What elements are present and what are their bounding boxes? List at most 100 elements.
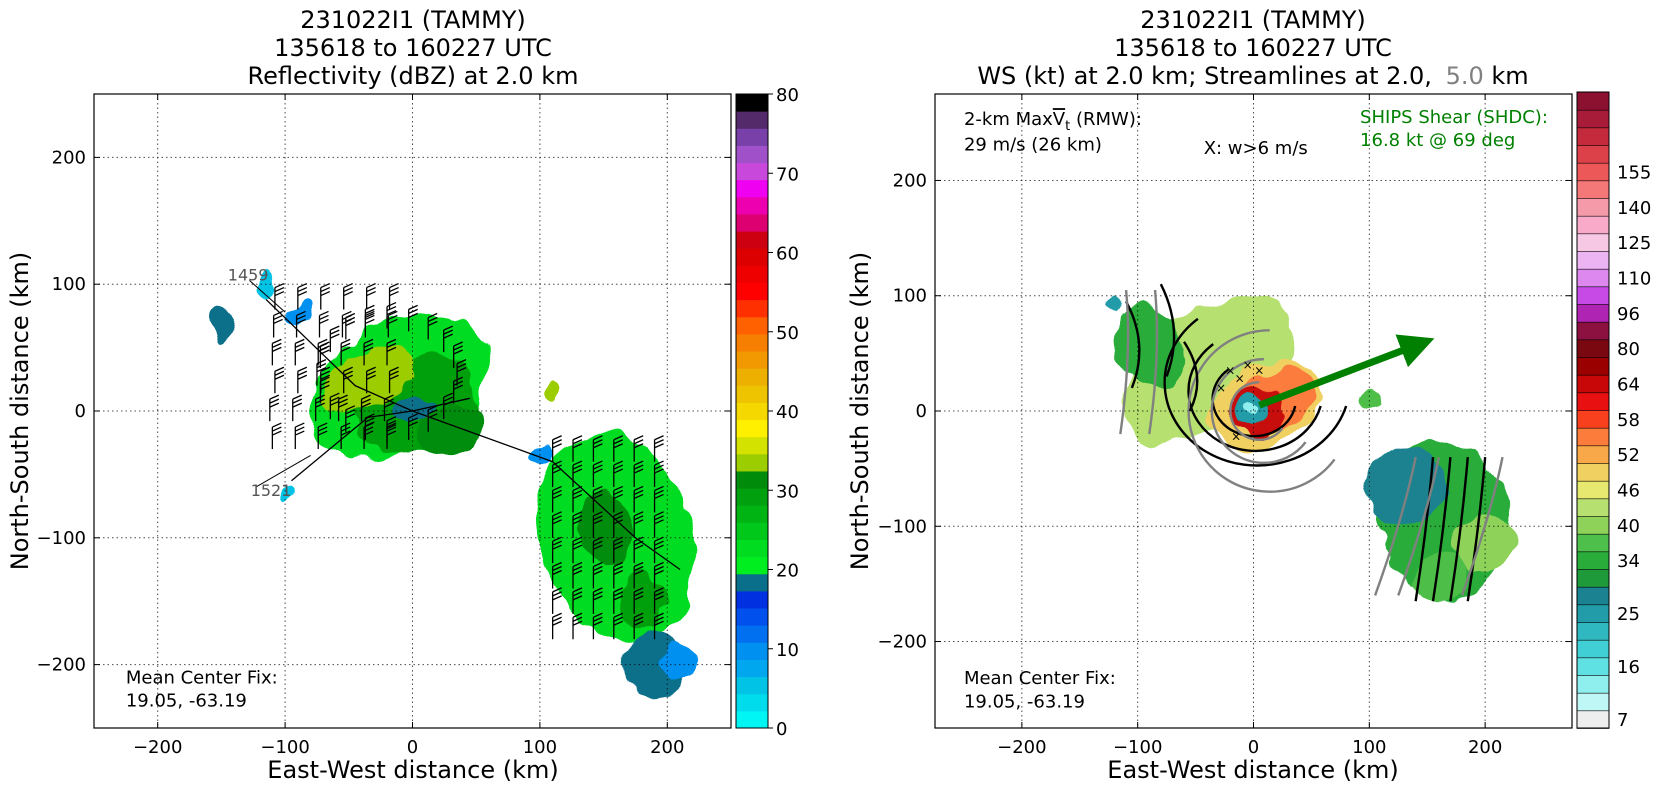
colorbar-swatch (1576, 303, 1610, 323)
colorbar-label: 60 (776, 244, 799, 265)
barb-flag (295, 342, 305, 348)
wind-barb (592, 511, 603, 538)
wind-barb (365, 282, 376, 310)
wind-barb (386, 338, 397, 366)
wind-barb (386, 301, 397, 329)
colorbar-swatch (736, 470, 768, 489)
echo-blob (1112, 304, 1186, 391)
barb-flag (340, 338, 351, 344)
wind-barb (388, 366, 399, 394)
streamline-5km-band (1397, 456, 1440, 596)
barb-flag (593, 435, 603, 441)
barb-flag (317, 430, 328, 436)
wind-barb (340, 338, 351, 366)
colorbar-swatch (1576, 427, 1610, 447)
barb-flag (552, 515, 562, 521)
barb-flag (633, 591, 644, 597)
updraft-marker: × (1225, 364, 1235, 378)
barb-flag (365, 417, 375, 423)
barb-flag (552, 587, 562, 593)
wind-barb (387, 310, 398, 338)
wind-barb (572, 612, 583, 640)
barb-flag (593, 460, 603, 466)
barb-flag (408, 421, 418, 427)
wind-barb (315, 394, 325, 422)
barb-flag (552, 511, 562, 517)
wind-barb (653, 485, 664, 513)
wind-barb (633, 612, 644, 640)
barb-flag (633, 616, 644, 622)
left-title-line2: 135618 to 160227 UTC (274, 34, 552, 62)
wind-barb (340, 422, 351, 450)
barb-flag (633, 489, 644, 496)
echo-blob (618, 573, 665, 629)
echo-blob (1450, 514, 1520, 573)
streamline-2km-outer (1183, 341, 1199, 412)
wind-barb (633, 460, 644, 488)
wind-barb (613, 561, 624, 589)
barb-flag (613, 464, 624, 470)
colorbar-swatch (736, 162, 768, 181)
colorbar-label: 70 (776, 164, 799, 185)
barb-flag (320, 282, 331, 289)
barb-flag (654, 460, 664, 466)
barb-flag (552, 561, 562, 568)
barb-flag (593, 569, 603, 576)
colorbar-swatch (1576, 515, 1610, 535)
colorbar-label: 16 (1617, 657, 1640, 678)
barb-flag (315, 394, 325, 400)
colorbar-label: 80 (776, 85, 799, 106)
y-tick-label: 200 (52, 147, 86, 168)
barb-flag (552, 565, 562, 572)
colorbar-swatch (736, 402, 768, 421)
colorbar-label: 10 (776, 640, 799, 661)
barb-flag (408, 308, 418, 314)
streamline-5km-outer (1148, 289, 1159, 435)
barb-flag (273, 318, 283, 325)
wind-barb (297, 366, 308, 394)
y-tick-label: −200 (878, 632, 927, 653)
barb-flag (633, 612, 644, 618)
barb-flag (315, 402, 325, 408)
barb-flag (317, 422, 328, 428)
barb-flag (273, 310, 283, 317)
colorbar-label: 96 (1617, 304, 1640, 325)
wind-barb (343, 282, 353, 310)
barb-flag (272, 342, 282, 348)
colorbar-swatch (736, 282, 768, 301)
right-ylabel: North-South distance (km) (846, 252, 874, 571)
colorbar-swatch (1576, 657, 1610, 676)
streamline-5km-band (1373, 456, 1417, 596)
barb-flag (408, 413, 418, 419)
barb-flag (552, 464, 562, 470)
barb-flag (633, 443, 644, 449)
colorbar-label: 155 (1617, 163, 1651, 184)
wind-barb (364, 310, 375, 338)
wind-barb (388, 282, 399, 310)
barb-flag (274, 370, 285, 376)
barb-flag (269, 398, 280, 404)
wind-barb (329, 392, 340, 420)
barb-flag (317, 346, 328, 352)
wind-barb (653, 612, 664, 640)
wind-barb (551, 612, 562, 640)
wind-barb (408, 413, 418, 440)
center-fix-text: Mean Center Fix: (126, 668, 278, 689)
barb-flag (330, 392, 340, 398)
barb-flag (593, 612, 603, 618)
colorbar-label: 80 (1617, 339, 1640, 360)
colorbar-swatch (736, 693, 768, 712)
wind-barb (551, 460, 562, 488)
colorbar-swatch (736, 248, 768, 266)
barb-flag (654, 515, 664, 521)
wind-barb (274, 366, 285, 394)
barb-flag (343, 370, 353, 376)
barb-flag (593, 616, 603, 622)
barb-flag (654, 489, 664, 496)
wind-barb (653, 460, 664, 488)
barb-flag (552, 591, 562, 597)
barb-flag (633, 464, 644, 470)
barb-flag (443, 392, 453, 398)
colorbar-swatch (1576, 480, 1610, 500)
barb-flag (593, 587, 603, 593)
